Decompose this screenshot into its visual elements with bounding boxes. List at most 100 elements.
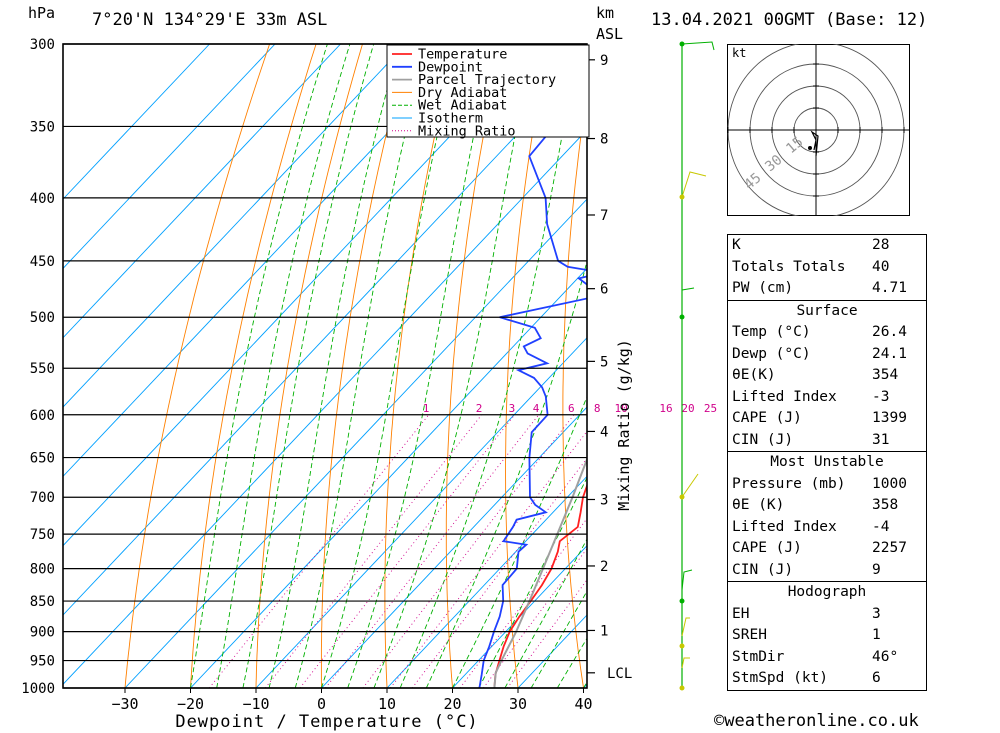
pressure-tick-label: 600: [30, 408, 55, 424]
pressure-tick-label: 300: [30, 37, 55, 53]
pressure-tick-label: 650: [30, 451, 55, 467]
pressure-tick-label: 950: [30, 654, 55, 670]
index-row: PW (cm) 4.71: [732, 280, 907, 296]
dry-adiabat-line: [190, 44, 317, 688]
temp-tick-label: −30: [111, 695, 138, 713]
dry-adiabat-line: [966, 44, 1000, 688]
isotherm-line: [452, 545, 587, 688]
wet-adiabat-line: [216, 44, 351, 688]
pressure-tick-label: 700: [30, 490, 55, 506]
km-tick-label: 6: [600, 282, 608, 298]
surface-row: CAPE (J) 1399: [732, 410, 907, 426]
legend-label: Temperature: [418, 47, 507, 63]
legend-box: [386, 44, 590, 138]
isotherm-line: [63, 44, 472, 478]
wind-barb: [681, 617, 690, 637]
mixing-ratio-label: 25: [704, 402, 717, 415]
dry-adiabat-line: [255, 44, 363, 688]
dry-adiabat-line: [384, 44, 456, 688]
asl-label: ASL: [596, 25, 624, 43]
wet-adiabat-line: [399, 44, 580, 688]
km-tick-label: 8: [600, 132, 608, 148]
mixing-ratio-label: 3: [509, 402, 516, 415]
hodo-row: StmDir 46°: [732, 648, 899, 665]
mu-row: θE (K) 358: [732, 497, 899, 513]
wind-barb: [681, 41, 715, 51]
dewpoint-line: [478, 90, 587, 688]
wind-barb: [681, 473, 699, 498]
pressure-tick-label: 350: [30, 119, 55, 135]
temperature-line: [493, 483, 587, 688]
mixing-ratio-line: [362, 414, 575, 688]
mixing-ratio-label: 10: [614, 402, 627, 415]
mixing-ratio-label: 20: [681, 402, 694, 415]
pressure-unit-label: hPa: [28, 4, 56, 22]
most-unstable-title: Most Unstable: [770, 454, 884, 470]
km-tick-label: 4: [600, 424, 608, 440]
isotherm-line: [63, 44, 538, 547]
isotherm-line: [63, 44, 407, 408]
isotherm-line: [63, 44, 341, 339]
dry-adiabat-line: [320, 44, 410, 688]
wind-barb: [681, 569, 693, 591]
km-tick-label: 9: [600, 53, 608, 69]
surface-title: Surface: [796, 302, 858, 319]
mixing-ratio-label: 16: [659, 402, 672, 415]
temp-tick-label: 30: [509, 695, 527, 713]
mu-row: Pressure (mb) 1000: [732, 475, 907, 492]
mixing-ratio-axis-title: Mixing Ratio (g/kg): [615, 339, 633, 511]
mixing-ratio-label: 2: [476, 402, 483, 415]
km-tick-label: 3: [600, 493, 608, 509]
pressure-tick-label: 800: [30, 562, 55, 578]
hodo-row: StmSpd (kt) 6: [732, 670, 881, 686]
isotherm-line: [63, 59, 587, 616]
copyright-text: ©weatheronline.co.uk: [714, 711, 919, 731]
lcl-label: LCL: [607, 666, 632, 682]
mixing-ratio-label: 6: [568, 402, 575, 415]
mixing-ratio-label: 4: [533, 402, 540, 415]
wet-adiabat-line: [190, 44, 328, 688]
wet-adiabat-line: [452, 395, 587, 688]
km-tick-label: 7: [600, 208, 608, 224]
pressure-tick-label: 450: [30, 254, 55, 270]
legend-label: Dry Adiabat: [418, 85, 507, 101]
surface-row: Dewp (°C) 24.1: [732, 345, 907, 362]
mu-row: Lifted Index -4: [732, 518, 890, 535]
pressure-tick-label: 750: [30, 527, 55, 543]
mixing-ratio-label: 1: [423, 402, 430, 415]
dry-adiabat-line: [445, 44, 503, 688]
index-row: K 28: [732, 237, 890, 253]
temp-tick-label: 40: [574, 695, 592, 713]
legend-label: Mixing Ratio: [418, 123, 516, 139]
hodo-row: EH 3: [732, 605, 881, 622]
mu-row: CIN (J) 9: [732, 561, 881, 578]
hodograph-trace: [810, 130, 819, 157]
temp-tick-label: 10: [378, 695, 396, 713]
surface-row: Lifted Index -3: [732, 388, 890, 405]
surface-row: CIN (J) 31: [732, 431, 890, 448]
wind-marker: [679, 314, 685, 320]
wind-marker: [679, 685, 685, 691]
run-datetime: 13.04.2021 00GMT (Base: 12): [651, 10, 928, 30]
indices-table: K 28 Totals Totals 40 PW (cm) 4.71 Surface …: [727, 234, 927, 691]
legend-label: Wet Adiabat: [418, 98, 507, 114]
isotherm-line: [190, 267, 587, 688]
isotherm-line: [321, 406, 587, 688]
isotherm-line: [63, 129, 587, 685]
wind-marker: [679, 643, 685, 649]
km-label: km: [596, 4, 615, 22]
wet-adiabat-line: [530, 590, 587, 688]
wet-adiabat-line: [504, 538, 587, 688]
wind-barb: [681, 171, 707, 198]
mu-row: CAPE (J) 2257: [732, 540, 907, 556]
index-row: Totals Totals 40: [732, 258, 890, 275]
isotherm-line: [63, 44, 210, 200]
km-tick-label: 2: [600, 559, 608, 575]
pressure-tick-label: 550: [30, 361, 55, 377]
km-tick-label: 5: [600, 354, 608, 370]
surface-row: θE(K) 354: [732, 367, 899, 383]
temp-tick-label: −10: [242, 695, 269, 713]
wind-barb: [681, 287, 695, 291]
station-location: 7°20'N 134°29'E 33m ASL: [92, 10, 328, 30]
